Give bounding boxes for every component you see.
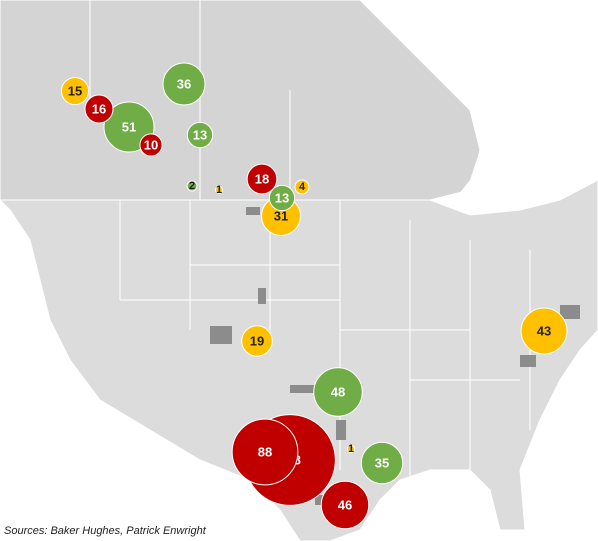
source-note: Sources: Baker Hughes, Patrick Enwright [4, 525, 207, 537]
bubble-label: 46 [338, 498, 352, 513]
bubble [139, 133, 163, 157]
bubble-label: 88 [258, 445, 272, 460]
bubble [186, 180, 198, 192]
basins [210, 207, 580, 505]
bubble [268, 184, 296, 212]
bubble-label: 1 [216, 184, 222, 196]
bubble [241, 325, 273, 357]
bubble [231, 418, 299, 486]
bubble-label: 13 [193, 128, 207, 143]
bubbles: 1688851484643363531191816151313104211 [60, 62, 568, 530]
bubble-label: 13 [275, 191, 289, 206]
bubble [520, 307, 568, 355]
bubble [84, 94, 114, 124]
bubble-label: 51 [122, 120, 136, 135]
bubble-label: 15 [68, 84, 82, 99]
bubble [215, 186, 223, 194]
bubble-label: 31 [274, 209, 288, 224]
bubble-label: 36 [177, 77, 191, 92]
bubble-label: 10 [144, 138, 158, 153]
bubble [246, 163, 278, 195]
bubble [313, 367, 363, 417]
bubble-label: 2 [189, 180, 195, 192]
bubble-label: 43 [537, 324, 551, 339]
bubble-label: 1 [348, 443, 354, 455]
bubble-label: 16 [92, 102, 106, 117]
bubble [186, 121, 214, 149]
bubble [294, 179, 310, 195]
bubble [320, 480, 370, 530]
bubble-label: 48 [331, 385, 345, 400]
bubble [60, 76, 90, 106]
bubble-label: 4 [299, 181, 306, 193]
bubble-label: 19 [250, 334, 264, 349]
bubble [162, 62, 206, 106]
bubble-label: 35 [375, 456, 389, 471]
bubble [360, 441, 404, 485]
bubble-label: 18 [255, 172, 269, 187]
bubble [347, 445, 355, 453]
